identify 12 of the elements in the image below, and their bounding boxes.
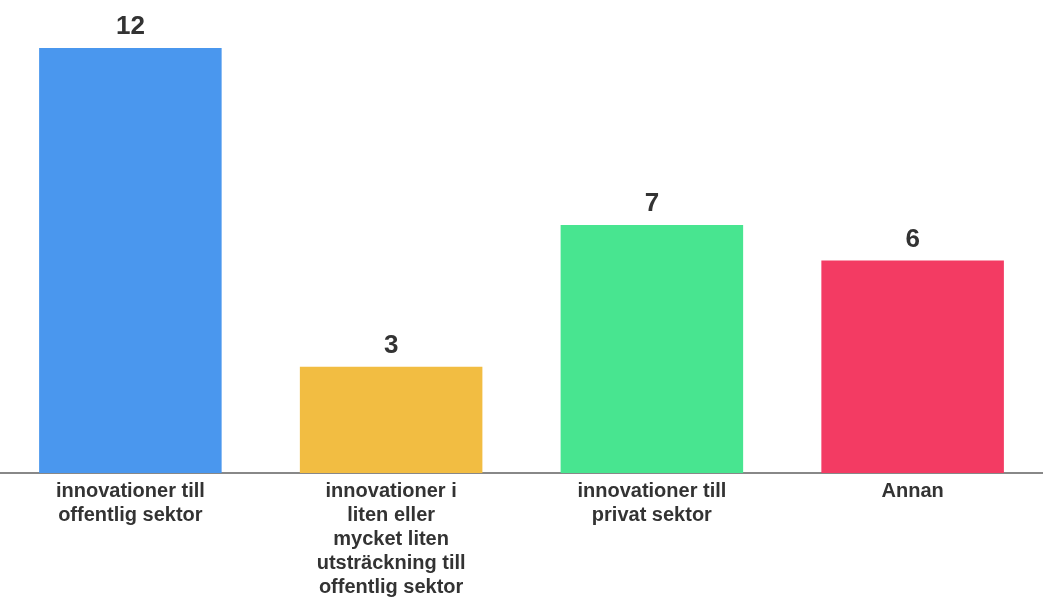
- x-tick-label: innovationer till privat sektor: [577, 478, 727, 525]
- data-label: 12: [115, 10, 145, 41]
- data-label: 7: [644, 187, 660, 218]
- x-tick-label: innovationer i liten eller mycket liten utsträckning till offentlig sektor: [316, 478, 466, 597]
- bar: [560, 225, 744, 473]
- bar: [299, 366, 483, 473]
- x-tick-label: innovationer till offentlig sektor: [55, 478, 205, 525]
- bar: [821, 260, 1004, 473]
- data-label: 3: [383, 328, 399, 359]
- x-tick-label: Annan: [881, 478, 944, 501]
- bar: [39, 48, 222, 473]
- data-label: 6: [905, 222, 920, 253]
